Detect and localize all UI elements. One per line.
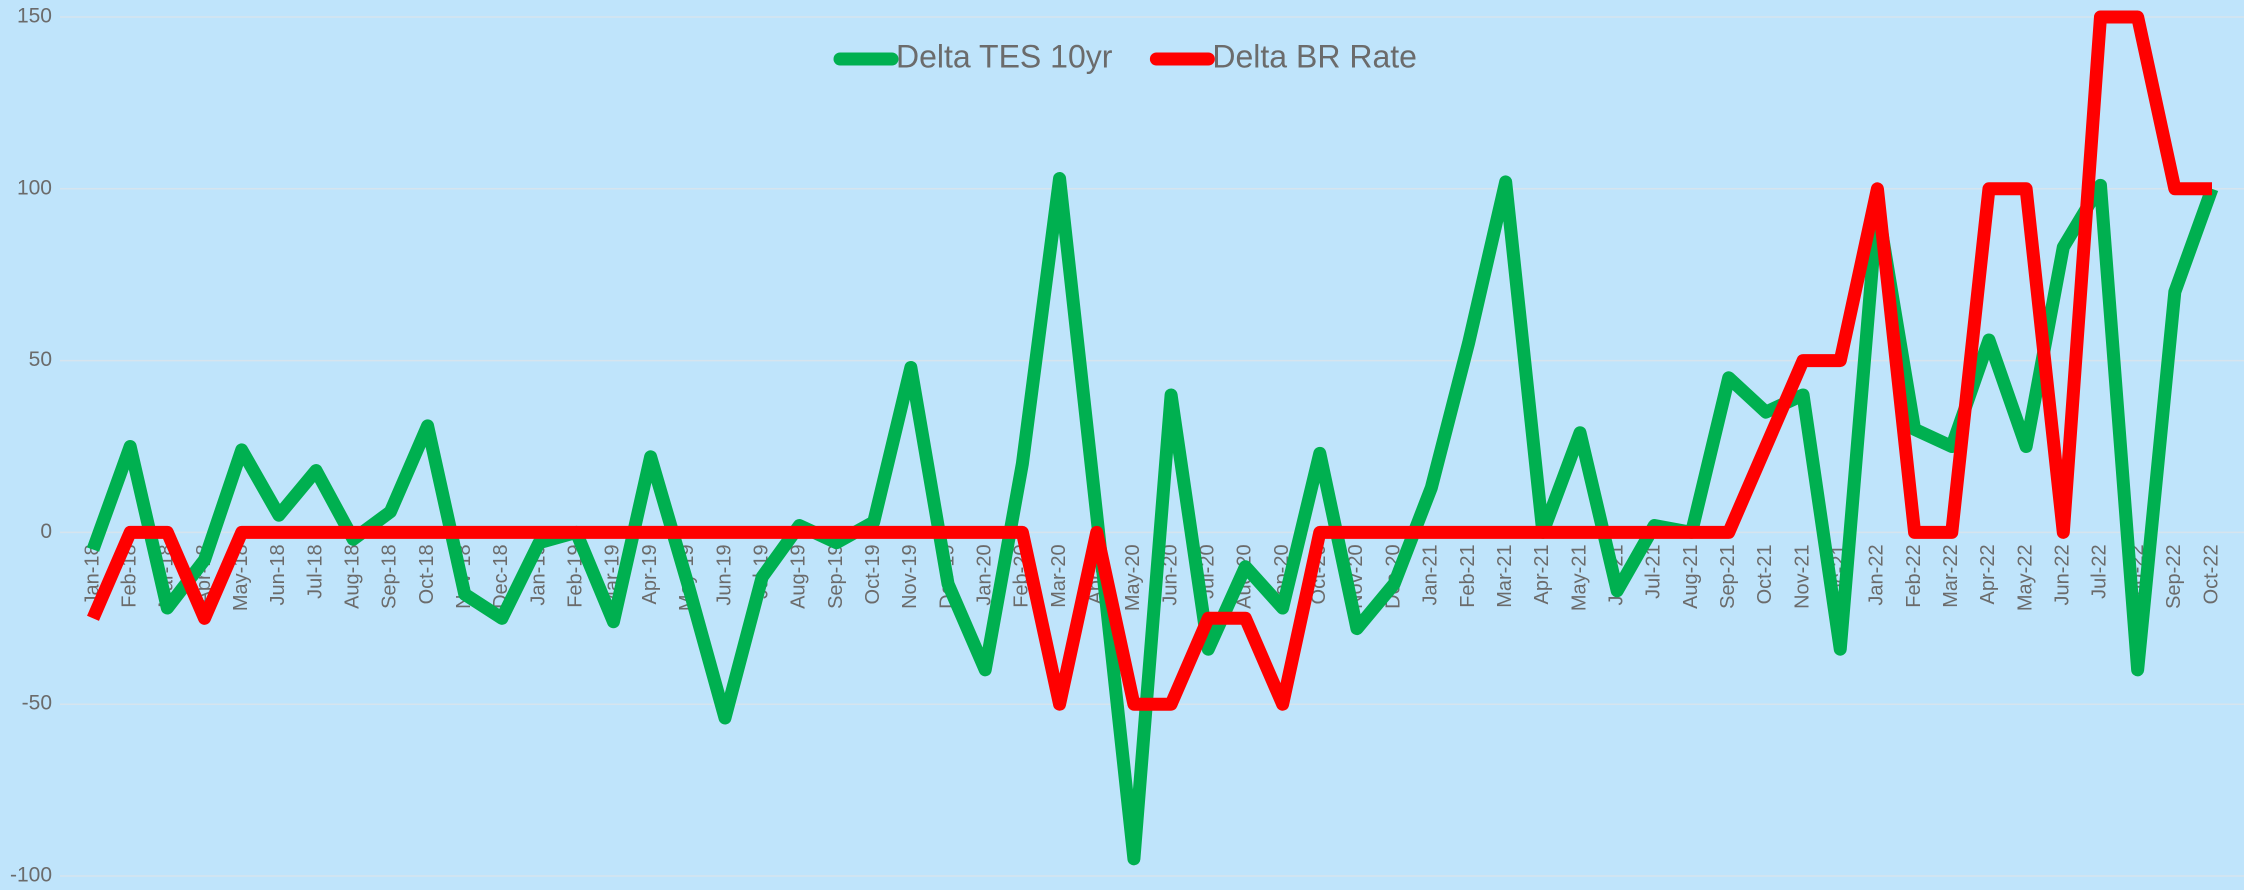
legend-label: Delta BR Rate xyxy=(1212,38,1417,74)
x-tick-label: Sep-18 xyxy=(379,544,401,609)
x-tick-label: Mar-22 xyxy=(1940,544,1962,607)
y-tick-label: 150 xyxy=(17,5,52,28)
x-tick-label: Oct-18 xyxy=(416,544,438,604)
x-tick-label: Aug-19 xyxy=(788,544,810,609)
x-tick-label: Jan-22 xyxy=(1866,544,1888,605)
x-tick-label: Apr-22 xyxy=(1977,544,1999,604)
x-tick-label: Oct-21 xyxy=(1754,544,1776,604)
x-tick-label: Jun-18 xyxy=(267,544,289,605)
x-tick-label: Feb-21 xyxy=(1457,544,1479,607)
x-tick-label: May-20 xyxy=(1122,544,1144,611)
x-tick-label: Jan-20 xyxy=(973,544,995,605)
x-tick-label: Jul-18 xyxy=(304,544,326,598)
x-tick-label: Sep-21 xyxy=(1717,544,1739,609)
y-tick-label: 100 xyxy=(17,176,52,199)
x-tick-label: May-21 xyxy=(1568,544,1590,611)
x-tick-label: Sep-22 xyxy=(2163,544,2185,609)
x-tick-label: Nov-19 xyxy=(899,544,921,608)
x-tick-label: Apr-19 xyxy=(639,544,661,604)
x-tick-label: Mar-20 xyxy=(1048,544,1070,607)
x-tick-label: Mar-21 xyxy=(1494,544,1516,607)
y-tick-label: 0 xyxy=(40,520,52,543)
y-tick-label: 50 xyxy=(29,348,52,371)
x-tick-label: Jun-19 xyxy=(713,544,735,605)
x-tick-label: Apr-21 xyxy=(1531,544,1553,604)
y-tick-label: -100 xyxy=(10,864,52,887)
series-line xyxy=(87,10,2212,711)
x-tick-label: Jun-22 xyxy=(2052,544,2074,605)
x-tick-label: Nov-21 xyxy=(1791,544,1813,608)
series-line xyxy=(86,171,2219,866)
x-tick-label: Dec-18 xyxy=(490,544,512,608)
x-tick-label: Jul-22 xyxy=(2089,544,2111,598)
y-tick-label: -50 xyxy=(22,692,52,715)
x-tick-label: Feb-22 xyxy=(1903,544,1925,607)
x-tick-label: May-22 xyxy=(2014,544,2036,611)
x-tick-label: Aug-18 xyxy=(342,544,364,609)
x-tick-label: Oct-19 xyxy=(862,544,884,604)
x-tick-label: Oct-22 xyxy=(2200,544,2222,604)
x-tick-label: Jan-18 xyxy=(81,544,103,605)
x-tick-label: Jun-20 xyxy=(1159,544,1181,605)
x-tick-label: Jul-21 xyxy=(1643,544,1665,598)
legend-label: Delta TES 10yr xyxy=(896,38,1113,74)
x-tick-label: Jan-21 xyxy=(1420,544,1442,605)
x-tick-label: Sep-19 xyxy=(825,544,847,609)
x-tick-label: Aug-21 xyxy=(1680,544,1702,609)
